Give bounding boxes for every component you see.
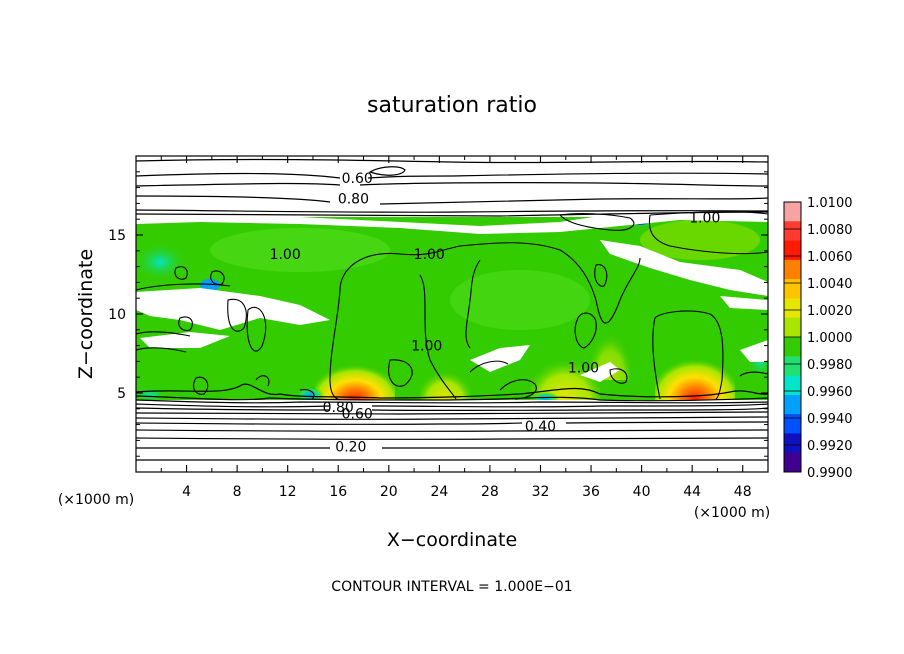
x-tick-label: 12 <box>279 484 297 500</box>
field-gap <box>140 332 230 348</box>
field-patch <box>450 270 590 330</box>
y-tick-label: 10 <box>108 307 126 323</box>
plot-area <box>136 156 768 472</box>
x-tick-label: 28 <box>481 484 499 500</box>
colorbar-swatch <box>784 356 801 377</box>
x-tick-label: 48 <box>734 484 752 500</box>
colorbar: 1.0100 1.0080 1.0060 1.0040 1.0020 1.0000 0.99… <box>783 196 853 481</box>
x-tick-label: 36 <box>582 484 600 500</box>
field-gap <box>720 296 768 310</box>
x-tick-label: 8 <box>233 484 242 500</box>
colorbar-tick-label: 0.9940 <box>807 412 853 427</box>
x-tick-label: 40 <box>633 484 651 500</box>
contour-label: 0.80 <box>338 192 369 208</box>
x-tick-label: 20 <box>380 484 398 500</box>
x-axis: 4 8 12 16 20 24 28 32 36 40 44 48 <box>160 156 752 500</box>
field-plume-warm <box>420 350 470 400</box>
contour-label: 1.00 <box>411 339 442 355</box>
field-gap <box>580 362 620 382</box>
y-axis: 5 10 15 <box>108 171 768 457</box>
contour-lines-saturation <box>136 211 768 400</box>
colorbar-swatch <box>784 298 801 319</box>
contour-label: 0.60 <box>342 407 373 423</box>
colorbar-swatch <box>784 414 801 434</box>
field-plume-warm <box>530 330 600 400</box>
colorbar-swatch <box>784 375 801 396</box>
colorbar-tick-label: 0.9980 <box>807 358 853 373</box>
field-patch <box>210 228 390 272</box>
x-tick-label: 16 <box>329 484 347 500</box>
colorbar-swatch <box>784 279 801 299</box>
contour-label: 1.00 <box>568 361 599 377</box>
colorbar-tick-label: 1.0020 <box>807 304 853 319</box>
y-tick-label: 5 <box>117 386 126 402</box>
contour-label: 0.80 <box>323 400 354 416</box>
colorbar-tick-label: 0.9900 <box>807 466 853 481</box>
field-plume-hot <box>315 340 395 400</box>
colorbar-tick-label: 1.0000 <box>807 331 853 346</box>
contour-label: 1.00 <box>270 247 301 263</box>
x-axis-unit: (×1000 m) <box>694 505 770 521</box>
colorbar-swatch <box>784 259 801 280</box>
colorbar-swatch <box>784 221 801 242</box>
colorbar-tick-label: 1.0040 <box>807 277 853 292</box>
colorbar-tick-label: 1.0060 <box>807 250 853 265</box>
contour-label: 0.40 <box>525 419 556 435</box>
colorbar-swatch <box>784 317 801 338</box>
field-plume-hot <box>655 330 735 400</box>
colorbar-tick-label: 0.9920 <box>807 439 853 454</box>
colorbar-swatch <box>784 240 801 261</box>
field-patch-cool <box>200 279 220 291</box>
contour-label: 1.00 <box>689 211 720 227</box>
field-patch-cool <box>136 242 188 282</box>
contour-labels: 0.600.801.001.00 1.001.001.000.800.600.40… <box>270 171 721 456</box>
colorbar-tick-label: 1.0100 <box>807 196 853 211</box>
x-tick-label: 32 <box>532 484 550 500</box>
x-tick-label: 4 <box>182 484 191 500</box>
colorbar-swatch <box>784 202 801 222</box>
y-axis-unit: (×1000 m) <box>58 492 134 508</box>
x-axis-label: X−coordinate <box>387 529 517 551</box>
field-patch <box>640 220 760 260</box>
colorbar-swatch <box>784 394 801 415</box>
field-gap <box>740 340 768 362</box>
x-tick-label: 24 <box>430 484 448 500</box>
field-gap <box>136 212 768 234</box>
contour-interval-note: CONTOUR INTERVAL = 1.000E−01 <box>331 579 572 595</box>
colorbar-swatch <box>784 433 801 454</box>
colorbar-swatch <box>784 452 801 473</box>
colorbar-swatch <box>784 337 801 357</box>
field-gap <box>136 288 330 330</box>
contour-label: 0.60 <box>342 171 373 187</box>
field-gap <box>470 345 530 372</box>
colorbar-tick-label: 1.0080 <box>807 223 853 238</box>
chart-title: saturation ratio <box>367 93 537 118</box>
contour-label: 1.00 <box>414 247 445 263</box>
colorbar-tick-label: 0.9960 <box>807 385 853 400</box>
field-gap <box>600 240 768 296</box>
y-tick-label: 15 <box>108 228 126 244</box>
x-tick-label: 44 <box>683 484 701 500</box>
contour-label: 0.20 <box>335 440 366 456</box>
y-axis-label: Z−coordinate <box>75 249 97 379</box>
